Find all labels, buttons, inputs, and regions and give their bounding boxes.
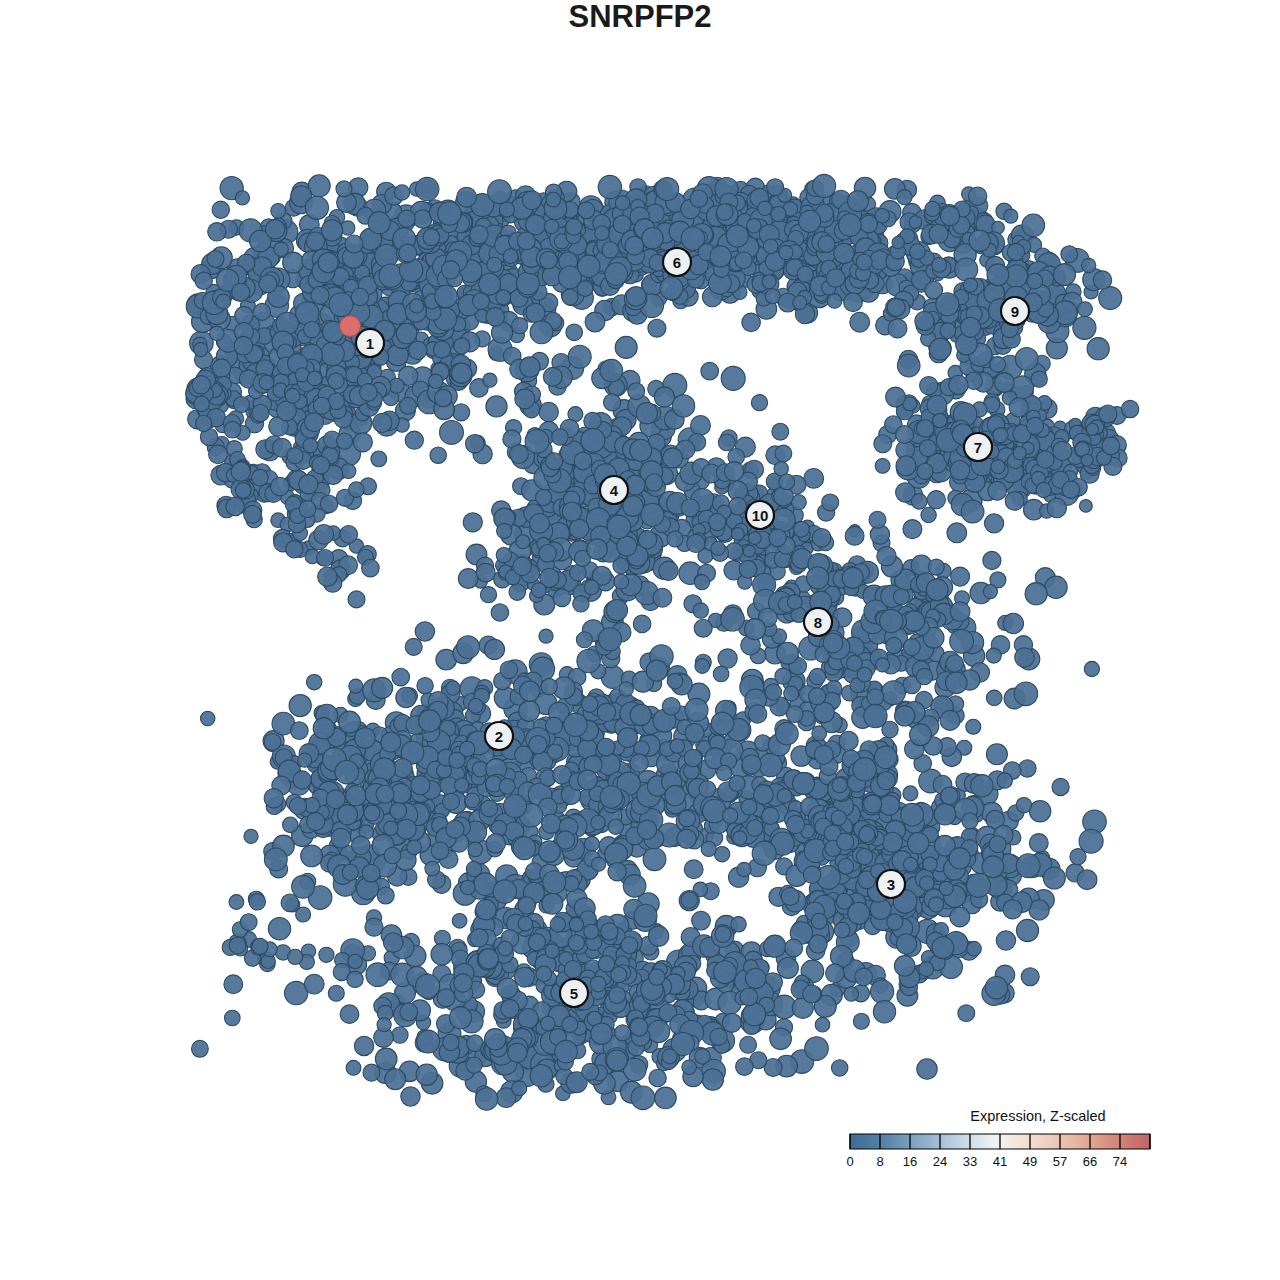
svg-text:8: 8 xyxy=(876,1154,883,1169)
svg-text:4: 4 xyxy=(610,482,619,499)
svg-text:5: 5 xyxy=(570,985,578,1002)
svg-text:2: 2 xyxy=(495,728,503,745)
svg-text:3: 3 xyxy=(887,876,895,893)
svg-text:74: 74 xyxy=(1113,1154,1127,1169)
svg-text:10: 10 xyxy=(752,507,769,524)
svg-text:33: 33 xyxy=(963,1154,977,1169)
svg-text:41: 41 xyxy=(993,1154,1007,1169)
svg-text:1: 1 xyxy=(366,335,374,352)
svg-text:6: 6 xyxy=(673,254,681,271)
svg-text:7: 7 xyxy=(974,439,982,456)
svg-text:57: 57 xyxy=(1053,1154,1067,1169)
svg-text:8: 8 xyxy=(814,614,822,631)
svg-text:24: 24 xyxy=(933,1154,947,1169)
svg-text:66: 66 xyxy=(1083,1154,1097,1169)
svg-text:0: 0 xyxy=(846,1154,853,1169)
svg-text:49: 49 xyxy=(1023,1154,1037,1169)
svg-text:Expression, Z-scaled: Expression, Z-scaled xyxy=(970,1108,1105,1124)
svg-text:16: 16 xyxy=(903,1154,917,1169)
svg-text:9: 9 xyxy=(1011,303,1019,320)
